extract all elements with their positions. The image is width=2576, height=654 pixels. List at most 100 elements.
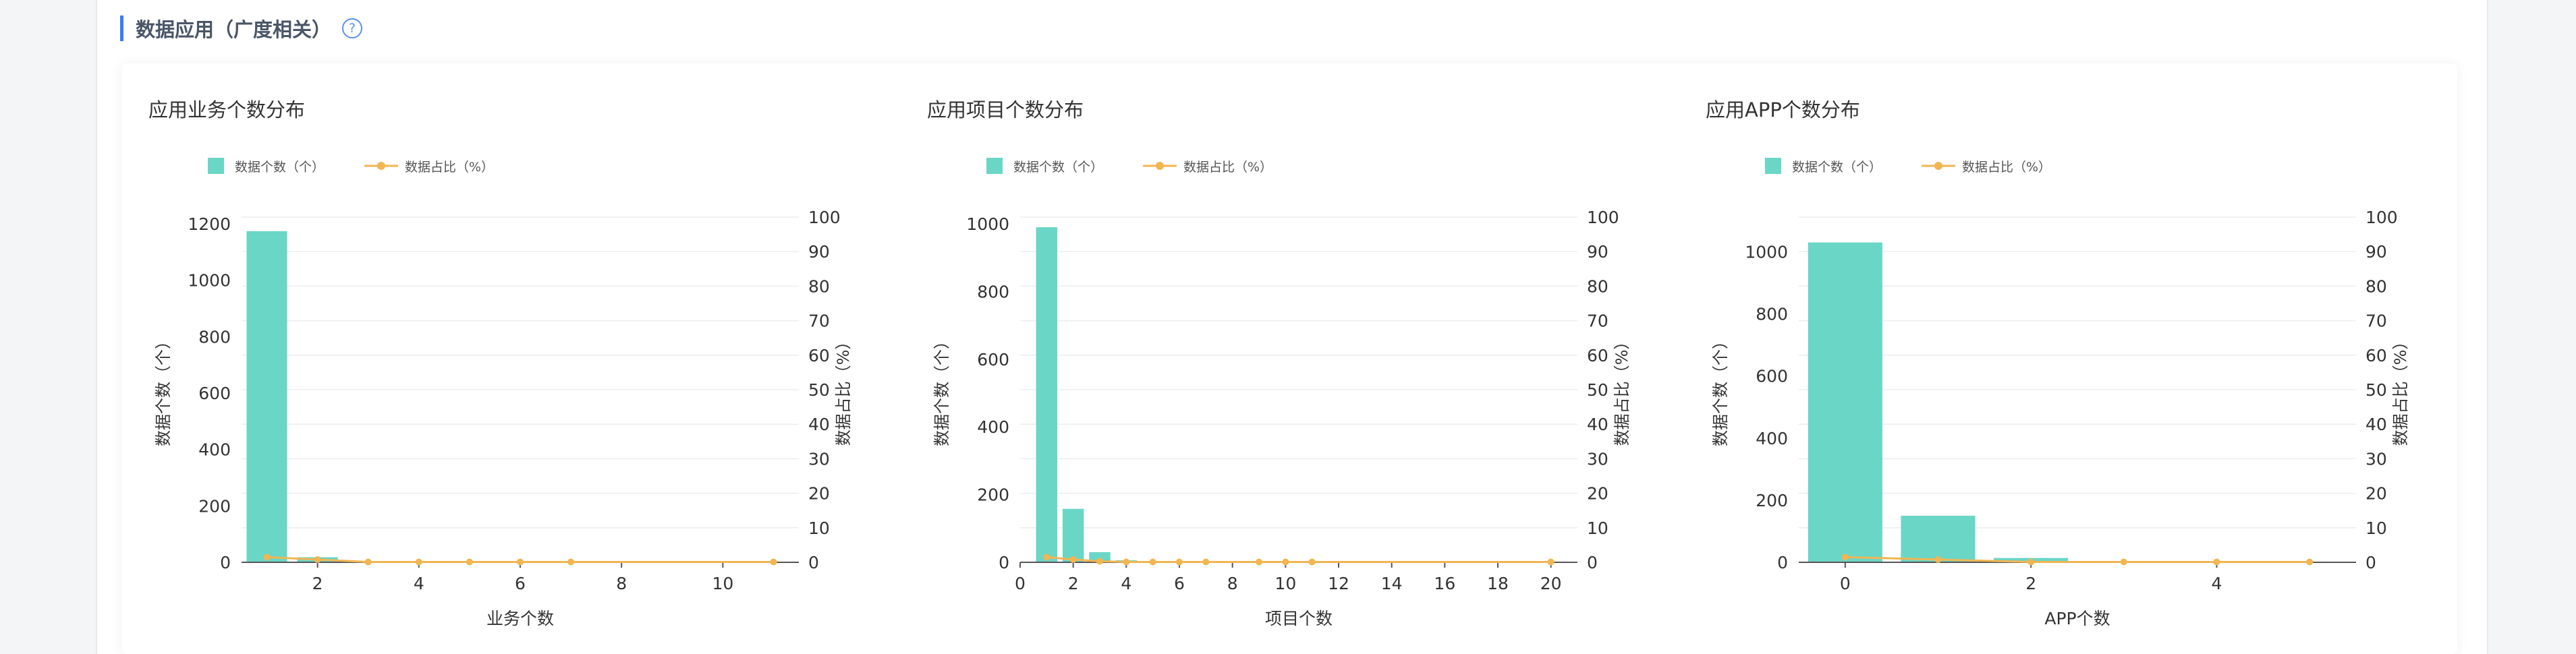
chart-panel-business: 应用业务个数分布 数据个数（个） 数据占比（%） 0 10 20 30 40 50 60 70 80…: [121, 63, 891, 654]
y-right-tick-label: 40: [2365, 415, 2387, 434]
legend-line-label: 数据占比（%）: [1962, 160, 2051, 175]
y-right-tick-label: 80: [808, 276, 830, 296]
legend-bar-label: 数据个数（个）: [1013, 160, 1103, 175]
y-left-tick-label: 400: [198, 440, 231, 460]
y-left-tick-label: 1000: [1745, 242, 1788, 262]
help-icon[interactable]: ?: [342, 18, 363, 38]
section-accent-bar: [120, 16, 123, 41]
legend-line-label: 数据占比（%）: [1183, 160, 1272, 175]
chart-title: 应用APP个数分布: [1706, 98, 1860, 121]
y-right-axis-title: 数据占比（%）: [1613, 334, 1631, 446]
y-right-tick-label: 80: [2365, 276, 2387, 296]
y-right-tick-label: 10: [1587, 518, 1608, 538]
y-right-tick-label: 90: [808, 242, 830, 262]
chart-title: 应用业务个数分布: [148, 98, 306, 121]
y-right-tick-label: 60: [808, 346, 830, 365]
y-right-tick-label: 50: [808, 380, 830, 400]
y-right-tick-label: 100: [808, 208, 841, 227]
line-point: [2027, 558, 2035, 566]
line-point: [1123, 558, 1130, 566]
line-point: [517, 558, 524, 566]
line-point: [1069, 556, 1077, 563]
y-right-tick-label: 60: [1587, 346, 1608, 365]
line-point: [1202, 558, 1210, 566]
legend-line-marker: [1934, 162, 1942, 170]
line-point: [2213, 558, 2220, 566]
y-right-tick-label: 0: [1587, 553, 1598, 572]
y-right-tick-label: 10: [808, 518, 830, 538]
line-point: [1256, 558, 1262, 566]
x-tick-label: 8: [616, 574, 627, 593]
x-tick-label: 2: [2025, 574, 2036, 593]
chart-panel-app: 应用APP个数分布 数据个数（个） 数据占比（%） 0 10 20 30 40 50 60 70 8…: [1679, 63, 2448, 654]
y-left-axis-title: 数据个数（个）: [1711, 333, 1730, 446]
bar: [1062, 508, 1084, 562]
x-tick-label: 4: [2212, 574, 2222, 593]
y-left-tick-label: 0: [1777, 553, 1788, 572]
x-tick-label: 4: [1121, 574, 1131, 593]
y-left-tick-label: 400: [1756, 429, 1788, 448]
line-point: [1149, 558, 1156, 566]
y-left-tick-label: 400: [977, 417, 1009, 437]
legend-bar-label: 数据个数（个）: [1792, 160, 1882, 175]
y-left-tick-label: 0: [999, 553, 1009, 572]
line-point: [770, 558, 777, 566]
y-right-tick-label: 60: [2365, 346, 2387, 365]
y-right-tick-label: 10: [2365, 518, 2387, 538]
y-right-axis-title: 数据占比（%）: [2391, 334, 2410, 446]
chart-svg-business: 数据个数（个） 数据占比（%）01020304050607080901000200…: [154, 158, 853, 628]
line-point: [1282, 558, 1289, 566]
line-point: [1934, 556, 1942, 563]
y-right-tick-label: 50: [1587, 380, 1608, 400]
x-tick-label: 0: [1015, 574, 1026, 593]
y-left-tick-label: 1000: [966, 214, 1009, 234]
line-point: [1841, 554, 1849, 561]
y-right-tick-label: 20: [808, 484, 830, 504]
bar: [246, 231, 287, 562]
x-tick-label: 6: [1174, 574, 1185, 593]
legend-line-marker: [377, 162, 385, 170]
bar: [1901, 515, 1976, 562]
y-left-tick-label: 600: [198, 384, 231, 403]
legend-line-marker: [1156, 162, 1164, 170]
line-point: [1176, 558, 1183, 566]
y-left-tick-label: 600: [977, 350, 1009, 369]
chart-container-card: [121, 63, 2457, 654]
y-left-axis-title: 数据个数（个）: [932, 333, 951, 446]
legend: 数据个数（个） 数据占比（%）: [986, 158, 1272, 175]
y-right-tick-label: 80: [1587, 276, 1608, 296]
y-left-tick-label: 800: [1756, 305, 1788, 324]
y-right-tick-label: 20: [1587, 484, 1608, 504]
y-right-tick-label: 70: [2365, 311, 2387, 331]
y-right-tick-label: 90: [2365, 242, 2387, 262]
x-tick-label: 2: [1068, 574, 1079, 593]
y-left-tick-label: 200: [977, 485, 1009, 505]
y-left-tick-label: 800: [977, 282, 1009, 301]
y-right-tick-label: 30: [1587, 449, 1608, 469]
line-point: [2120, 558, 2127, 566]
series-line: [1845, 556, 2310, 563]
bar: [1808, 242, 1882, 562]
y-right-tick-label: 50: [2365, 380, 2387, 400]
y-right-tick-label: 0: [2365, 553, 2376, 572]
line-point: [567, 558, 575, 566]
x-axis-title: 项目个数: [1265, 609, 1333, 628]
x-tick-label: 18: [1487, 574, 1509, 593]
legend-bar-swatch: [208, 158, 224, 174]
y-left-tick-label: 200: [1756, 491, 1788, 510]
legend: 数据个数（个） 数据占比（%）: [208, 158, 494, 175]
x-tick-label: 10: [1275, 574, 1296, 593]
y-right-axis-title: 数据占比（%）: [834, 334, 853, 446]
line-point: [314, 556, 321, 563]
x-tick-label: 0: [1840, 574, 1851, 593]
legend-bar-swatch: [986, 158, 1003, 174]
line-point: [1547, 558, 1555, 566]
y-right-tick-label: 70: [1587, 311, 1608, 331]
line-point: [1308, 558, 1316, 566]
bar: [1089, 552, 1111, 562]
chart-svg-project: 数据个数（个） 数据占比（%）01020304050607080901000200…: [932, 158, 1631, 628]
y-right-tick-label: 30: [2365, 449, 2387, 469]
y-left-tick-label: 1000: [188, 271, 231, 291]
line-point: [1043, 554, 1051, 561]
y-right-tick-label: 30: [808, 449, 830, 469]
